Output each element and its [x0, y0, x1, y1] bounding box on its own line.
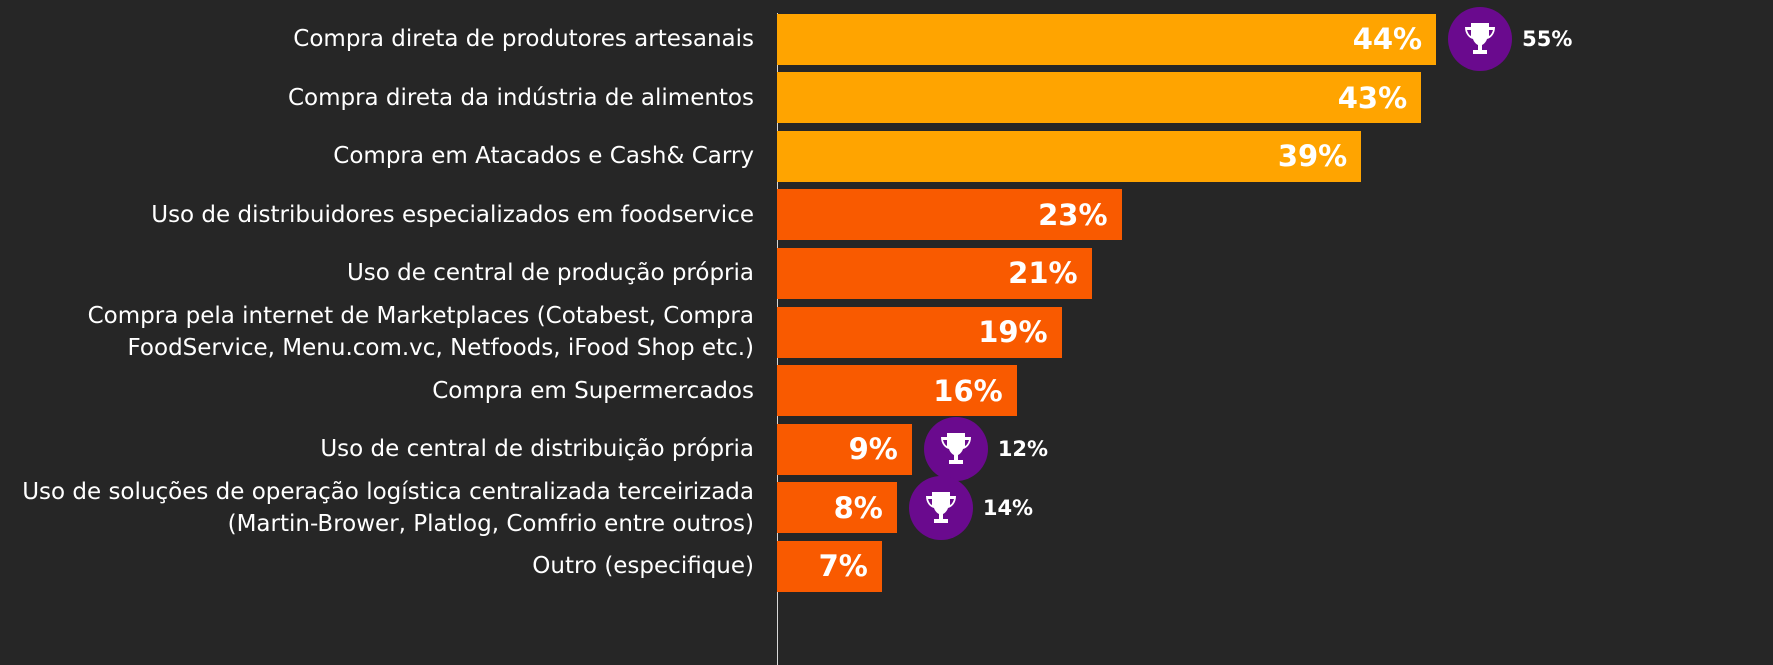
value-label: 21% — [1008, 256, 1078, 291]
value-label: 7% — [818, 549, 868, 584]
category-label: Compra direta da indústria de alimentos — [287, 84, 754, 111]
category-label: Uso de central de distribuição própria — [320, 436, 754, 463]
bar — [777, 482, 897, 534]
bar — [777, 306, 1062, 358]
value-label: 44% — [1352, 22, 1423, 56]
value-label: 43% — [1337, 80, 1408, 115]
bar — [777, 189, 1122, 241]
bar — [777, 247, 1092, 299]
value-label: 39% — [1277, 139, 1348, 174]
bar — [777, 365, 1017, 417]
value-label: 8% — [833, 490, 883, 525]
value-label: 9% — [848, 432, 898, 467]
value-label: 19% — [978, 315, 1048, 349]
trophy-badge — [923, 417, 988, 482]
category-label: Compra em Atacados e Cash& Carry — [333, 143, 754, 170]
category-label: Compra em Supermercados — [432, 377, 754, 404]
benchmark-label: 55% — [1522, 27, 1573, 51]
category-label: Uso de soluções de operação logística ce… — [22, 478, 754, 537]
benchmark-label: 14% — [982, 495, 1034, 520]
value-label: 23% — [1038, 197, 1108, 232]
category-label: Outro (especifique) — [532, 553, 754, 580]
category-label: Compra pela internet de Marketplaces (Co… — [87, 303, 754, 361]
bar — [777, 72, 1422, 124]
trophy-badge — [908, 475, 973, 540]
bar — [777, 13, 1437, 65]
category-label: Uso de distribuidores especializados em … — [151, 201, 754, 228]
bar — [777, 130, 1362, 182]
category-label: Uso de central de produção própria — [346, 260, 754, 287]
value-label: 16% — [933, 373, 1003, 408]
bar — [777, 423, 912, 475]
category-label: Compra direta de produtores artesanais — [293, 26, 754, 52]
trophy-badge — [1448, 7, 1513, 71]
bar — [777, 540, 882, 592]
benchmark-label: 12% — [997, 437, 1049, 462]
